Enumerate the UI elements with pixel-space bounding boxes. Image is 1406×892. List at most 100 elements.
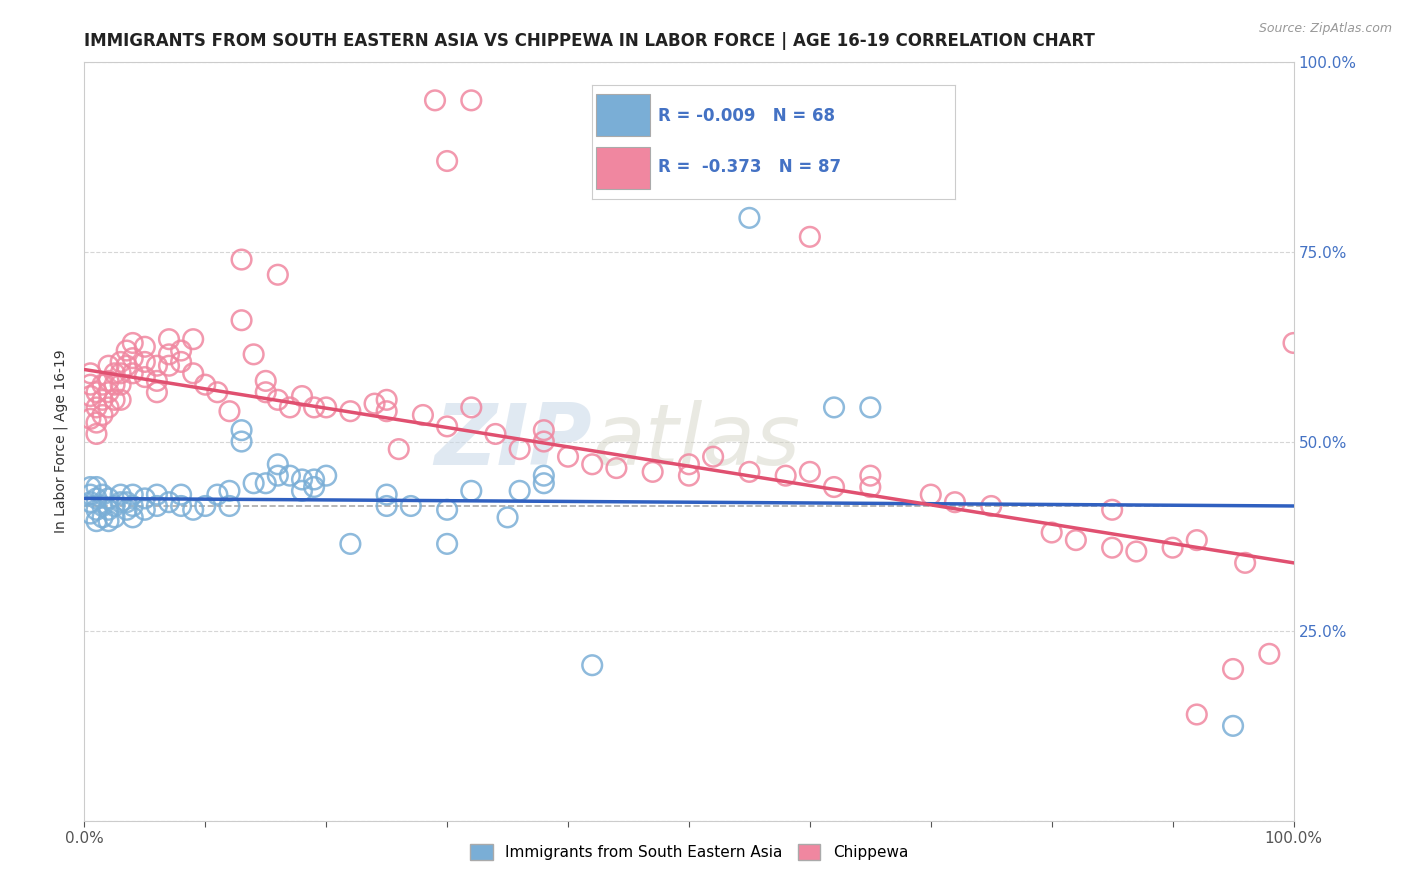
Point bbox=[738, 211, 761, 225]
Point bbox=[97, 491, 120, 506]
Point bbox=[231, 313, 253, 327]
Point bbox=[134, 491, 156, 506]
Point bbox=[302, 401, 325, 415]
Point bbox=[738, 465, 761, 479]
Point bbox=[1282, 335, 1305, 350]
Point bbox=[1101, 503, 1123, 517]
Point bbox=[375, 487, 398, 501]
Point bbox=[581, 658, 603, 673]
Point bbox=[110, 487, 132, 501]
Point bbox=[436, 153, 458, 168]
Point bbox=[91, 510, 114, 524]
Text: ZIP: ZIP bbox=[434, 400, 592, 483]
Text: Source: ZipAtlas.com: Source: ZipAtlas.com bbox=[1258, 22, 1392, 36]
Point bbox=[115, 343, 138, 358]
Point bbox=[533, 476, 555, 491]
Point bbox=[170, 487, 193, 501]
Point bbox=[231, 423, 253, 437]
Point bbox=[460, 94, 482, 108]
Point bbox=[267, 392, 290, 407]
Point bbox=[97, 359, 120, 373]
Point bbox=[943, 495, 966, 509]
Point bbox=[799, 229, 821, 244]
Point bbox=[1040, 525, 1063, 540]
Point bbox=[315, 468, 337, 483]
Point bbox=[157, 347, 180, 361]
Point bbox=[121, 351, 143, 366]
Point bbox=[91, 392, 114, 407]
Text: atlas: atlas bbox=[592, 400, 800, 483]
Point bbox=[315, 401, 337, 415]
Point bbox=[134, 503, 156, 517]
Point bbox=[115, 495, 138, 509]
Point bbox=[181, 366, 204, 380]
Point bbox=[291, 389, 314, 403]
Point bbox=[339, 537, 361, 551]
Point bbox=[79, 487, 101, 501]
Point bbox=[1125, 544, 1147, 558]
Point bbox=[91, 499, 114, 513]
Point bbox=[86, 385, 108, 400]
Point bbox=[278, 468, 301, 483]
Point bbox=[242, 476, 264, 491]
Point bbox=[121, 335, 143, 350]
Point bbox=[115, 503, 138, 517]
Point bbox=[678, 468, 700, 483]
Point bbox=[79, 389, 101, 403]
Point bbox=[460, 401, 482, 415]
Point bbox=[110, 392, 132, 407]
Point bbox=[79, 377, 101, 392]
Point bbox=[121, 366, 143, 380]
Point bbox=[170, 355, 193, 369]
Point bbox=[291, 483, 314, 498]
Point bbox=[460, 483, 482, 498]
Point bbox=[86, 491, 108, 506]
Point bbox=[581, 458, 603, 472]
Point bbox=[146, 374, 169, 388]
Point bbox=[302, 480, 325, 494]
Point bbox=[399, 499, 422, 513]
Point bbox=[823, 480, 845, 494]
Point bbox=[86, 401, 108, 415]
Point bbox=[509, 483, 531, 498]
Point bbox=[115, 359, 138, 373]
Point bbox=[86, 480, 108, 494]
Point bbox=[121, 510, 143, 524]
Point bbox=[79, 480, 101, 494]
Point bbox=[291, 473, 314, 487]
Point bbox=[533, 434, 555, 449]
Point bbox=[110, 366, 132, 380]
Point bbox=[859, 468, 882, 483]
Point bbox=[375, 392, 398, 407]
Point bbox=[1161, 541, 1184, 555]
Point bbox=[207, 385, 229, 400]
Point bbox=[86, 503, 108, 517]
Point bbox=[799, 465, 821, 479]
Point bbox=[678, 158, 700, 172]
Point bbox=[146, 499, 169, 513]
Point bbox=[110, 495, 132, 509]
Point bbox=[231, 252, 253, 267]
Point bbox=[79, 495, 101, 509]
Point bbox=[97, 503, 120, 517]
Point bbox=[339, 404, 361, 418]
Point bbox=[1234, 556, 1257, 570]
Point bbox=[134, 355, 156, 369]
Point bbox=[254, 476, 277, 491]
Point bbox=[170, 343, 193, 358]
Point bbox=[641, 465, 664, 479]
Point bbox=[1222, 719, 1244, 733]
Point bbox=[121, 487, 143, 501]
Point bbox=[859, 480, 882, 494]
Text: IMMIGRANTS FROM SOUTH EASTERN ASIA VS CHIPPEWA IN LABOR FORCE | AGE 16-19 CORREL: IMMIGRANTS FROM SOUTH EASTERN ASIA VS CH… bbox=[84, 32, 1095, 50]
Point bbox=[823, 401, 845, 415]
Point bbox=[254, 385, 277, 400]
Legend: Immigrants from South Eastern Asia, Chippewa: Immigrants from South Eastern Asia, Chip… bbox=[464, 838, 914, 866]
Point bbox=[181, 503, 204, 517]
Point bbox=[775, 468, 797, 483]
Point bbox=[231, 434, 253, 449]
Point bbox=[267, 458, 290, 472]
Point bbox=[79, 366, 101, 380]
Point bbox=[79, 412, 101, 426]
Point bbox=[97, 374, 120, 388]
